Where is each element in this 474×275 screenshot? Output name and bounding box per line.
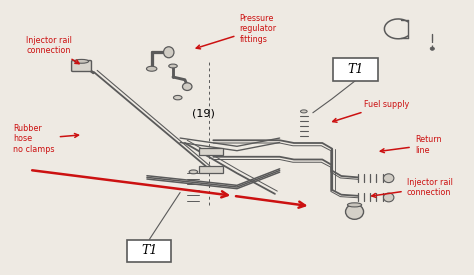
Bar	[127, 240, 172, 262]
Ellipse shape	[301, 110, 307, 113]
Text: Injector rail
connection: Injector rail connection	[372, 178, 453, 197]
Text: Fuel supply: Fuel supply	[333, 100, 409, 122]
Ellipse shape	[383, 193, 394, 202]
Text: (19): (19)	[192, 108, 215, 118]
Text: Rubber
hose
no clamps: Rubber hose no clamps	[13, 124, 79, 154]
FancyBboxPatch shape	[72, 60, 91, 72]
Text: Injector rail
connection: Injector rail connection	[26, 36, 79, 64]
Ellipse shape	[182, 83, 192, 90]
Ellipse shape	[430, 47, 434, 50]
Ellipse shape	[146, 66, 157, 71]
Text: Pressure
regulator
fittings: Pressure regulator fittings	[196, 14, 276, 49]
Ellipse shape	[164, 47, 174, 58]
Ellipse shape	[346, 204, 364, 219]
Ellipse shape	[189, 170, 198, 174]
Ellipse shape	[74, 59, 89, 63]
Bar	[199, 148, 223, 155]
Text: T1: T1	[347, 63, 364, 76]
Ellipse shape	[347, 203, 362, 207]
Ellipse shape	[169, 64, 177, 68]
Ellipse shape	[173, 95, 182, 100]
Text: T1: T1	[141, 244, 157, 257]
Text: Return
line: Return line	[380, 135, 441, 155]
Bar	[333, 58, 377, 81]
Bar	[199, 166, 223, 173]
Ellipse shape	[383, 174, 394, 183]
